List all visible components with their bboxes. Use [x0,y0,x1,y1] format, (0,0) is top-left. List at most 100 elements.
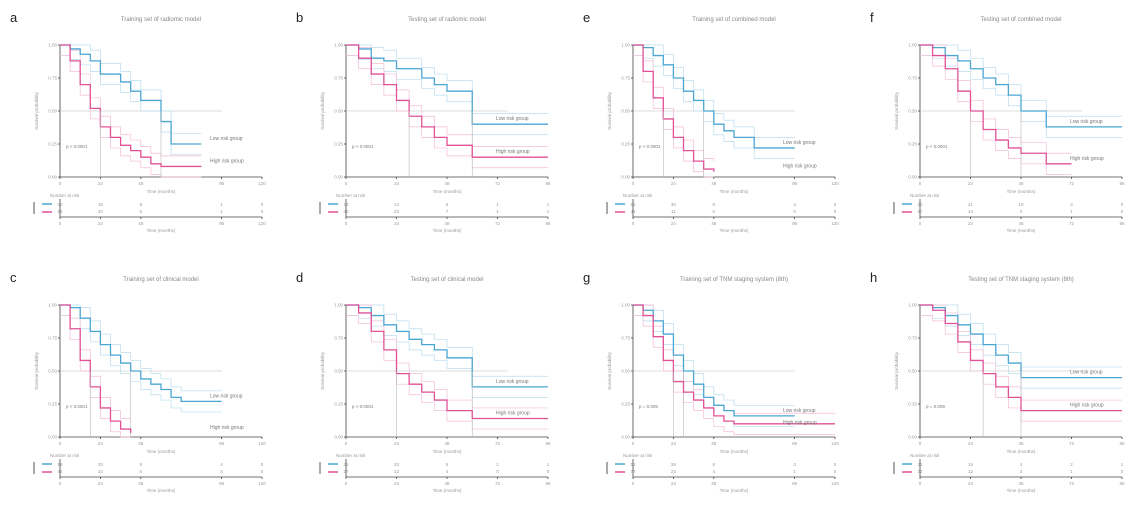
risk-table-title: Number at risk [623,193,653,198]
x-tick-label: 96 [792,441,798,446]
y-tick-label: 1.00 [334,303,343,308]
x-tick-label: 72 [495,181,501,186]
risk-x-tick-label: 120 [258,221,266,226]
survival-curve-high-risk [346,304,548,420]
p-value: p < 0.0001 [352,144,374,149]
panel-letter: g [583,270,590,285]
risk-count-high: 1 [547,209,550,214]
risk-x-tick-label: 0 [345,221,348,226]
risk-count-high: 0 [140,469,143,474]
y-tick-label: 1.00 [334,43,343,48]
risk-count-low: 2 [1070,462,1073,467]
panel-letter: b [296,10,303,25]
risk-count-high: 44 [630,209,636,214]
x-tick-label: 96 [792,181,798,186]
legend-high-risk: High risk group [1070,403,1104,409]
risk-count-high: 0 [713,209,716,214]
risk-count-high: 20 [98,209,104,214]
risk-x-tick-label: 96 [792,481,798,486]
km-panel-a: a Training set of radiomic model Survival … [0,0,286,260]
risk-count-low: 8 [713,202,716,207]
risk-count-high: 0 [220,469,223,474]
risk-count-low: 6 [446,202,449,207]
legend-low-risk: Low risk group [496,379,529,385]
x-tick-label: 96 [1119,441,1125,446]
survival-curve-high-risk [920,304,1122,412]
risk-count-low: 23 [394,462,400,467]
risk-count-high: 22 [394,209,400,214]
legend-low-risk: Low risk group [783,140,816,146]
risk-count-high: 0 [834,469,837,474]
risk-count-low: 1 [547,202,550,207]
km-panel-e: e Training set of combined model Survival … [573,0,859,260]
risk-count-high: 66 [57,209,63,214]
ci-upper-low [60,304,222,392]
ci-lower-high [633,315,835,435]
risk-x-tick-label: 0 [919,481,922,486]
x-tick-label: 48 [444,181,450,186]
y-tick-label: 0.25 [48,402,57,407]
p-value: p < 0.0001 [352,404,374,409]
x-tick-label: 48 [711,181,717,186]
x-tick-label: 72 [1069,441,1075,446]
survival-curve-low-risk [346,304,548,388]
panel-letter: c [10,270,17,285]
risk-count-high: 1 [496,209,499,214]
risk-x-tick-label: 48 [711,221,717,226]
risk-x-tick-label: 24 [394,481,400,486]
y-tick-label: 0.75 [334,76,343,81]
x-axis-label: Time (months) [433,189,462,194]
x-tick-label: 48 [1018,441,1024,446]
panel-letter: h [870,270,877,285]
p-value: p = 0.009 [926,404,945,409]
legend-high-risk: High risk group [210,158,244,164]
y-tick-label: 0.50 [621,369,630,374]
risk-x-tick-label: 96 [219,221,225,226]
risk-count-high: 23 [671,469,677,474]
x-tick-label: 120 [258,441,266,446]
risk-count-low: 0 [1121,202,1124,207]
risk-count-low: 3 [793,462,796,467]
risk-count-low: 1 [220,202,223,207]
risk-count-high: 4 [713,469,716,474]
ci-upper-low [633,44,795,138]
ci-lower-high [633,55,714,178]
x-tick-label: 24 [671,441,677,446]
risk-count-high: 32 [917,469,923,474]
risk-x-tick-label: 0 [919,221,922,226]
x-tick-label: 72 [495,441,501,446]
risk-count-low: 13 [394,202,400,207]
risk-count-low: 26 [671,462,677,467]
risk-x-tick-label: 72 [1069,221,1075,226]
y-axis-label: Survival probability [894,351,899,390]
legend-high-risk: High risk group [496,411,530,417]
risk-count-high: 77 [630,469,636,474]
survival-curve-low-risk [633,304,795,417]
x-tick-label: 24 [968,181,974,186]
km-plot-a: a Training set of radiomic model Survival … [10,10,266,233]
y-tick-label: 0.75 [621,336,630,341]
legend-low-risk: Low risk group [783,408,816,414]
x-tick-label: 24 [394,441,400,446]
risk-count-high: 1 [1070,469,1073,474]
risk-count-high: 0 [834,209,837,214]
km-panel-g: g Training set of TNM staging system (8th… [573,260,859,520]
risk-x-tick-label: 72 [495,481,501,486]
risk-count-low: 8 [713,462,716,467]
risk-x-tick-label: 24 [671,221,677,226]
x-tick-label: 96 [219,181,225,186]
risk-count-low: 4 [1020,462,1023,467]
legend-high-risk: High risk group [1070,156,1104,162]
risk-count-high: 42 [57,469,63,474]
y-axis-label: Survival probability [34,351,39,390]
chart-title: Training set of TNM staging system (8th) [680,277,788,283]
legend-high-risk: High risk group [496,149,530,155]
risk-x-tick-label: 24 [98,221,104,226]
risk-count-low: 1 [496,202,499,207]
risk-table-title: Number at risk [50,193,80,198]
survival-curve-high-risk [60,44,202,168]
chart-title: Testing set of combined model [980,17,1061,23]
chart-title: Testing set of clinical model [410,277,483,283]
y-tick-label: 0.25 [334,142,343,147]
x-tick-label: 48 [444,441,450,446]
